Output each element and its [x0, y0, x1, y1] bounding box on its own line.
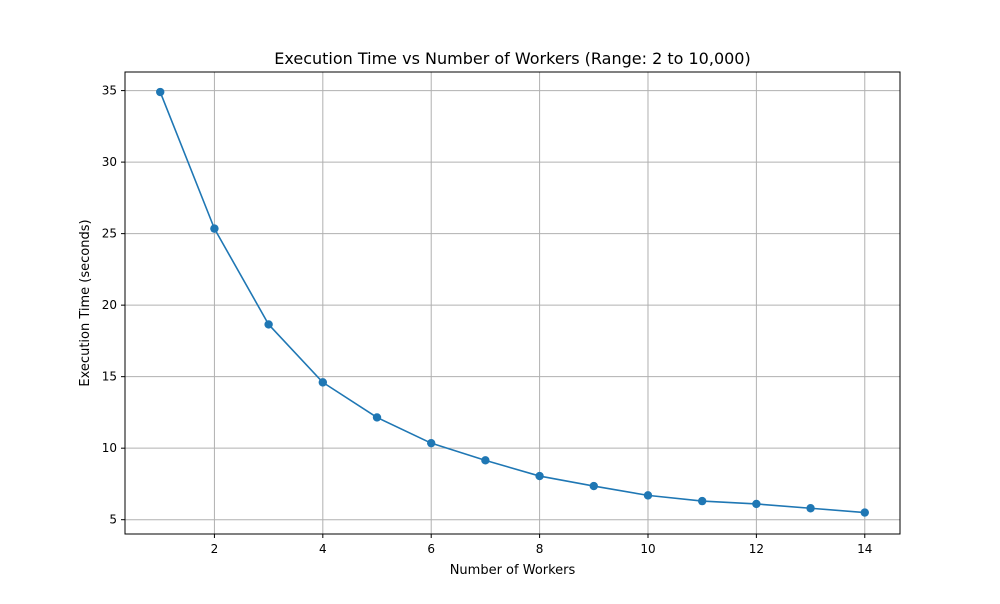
y-tick-label: 5 — [109, 513, 117, 527]
y-tick-label: 15 — [102, 370, 117, 384]
data-point — [697, 496, 707, 506]
series-line — [159, 91, 865, 514]
data-point — [535, 471, 544, 481]
x-tick-label: 4 — [319, 542, 327, 556]
data-point — [481, 456, 490, 465]
data-point — [752, 499, 761, 509]
y-tick-label: 35 — [102, 84, 117, 98]
data-point — [860, 508, 869, 517]
data-point — [589, 481, 598, 491]
chart-title: Execution Time vs Number of Workers (Ran… — [274, 49, 750, 68]
x-tick-label: 2 — [211, 542, 219, 556]
data-point — [427, 438, 436, 448]
y-tick-label: 20 — [102, 298, 117, 312]
x-tick-label: 14 — [857, 542, 872, 556]
data-point — [264, 320, 273, 329]
y-tick-label: 30 — [102, 155, 117, 169]
data-point — [210, 224, 219, 233]
data-point — [806, 504, 815, 513]
ticks: 2 4 6 8 10 12 14 5 10 15 20 25 30 35 — [102, 84, 873, 556]
data-point — [643, 491, 653, 500]
y-tick-label: 25 — [102, 227, 117, 241]
y-tick-label: 10 — [102, 441, 117, 455]
series-layer — [156, 87, 869, 517]
grid — [125, 72, 900, 534]
x-axis-label: Number of Workers — [450, 563, 576, 578]
x-tick-label: 12 — [749, 542, 764, 556]
x-tick-label: 6 — [427, 542, 435, 556]
data-point — [372, 413, 382, 422]
data-point — [318, 378, 328, 387]
x-tick-label: 8 — [536, 542, 544, 556]
data-point — [156, 87, 165, 97]
y-axis-label: Execution Time (seconds) — [78, 219, 93, 386]
plot-frame — [124, 71, 901, 535]
x-tick-label: 10 — [640, 542, 655, 556]
